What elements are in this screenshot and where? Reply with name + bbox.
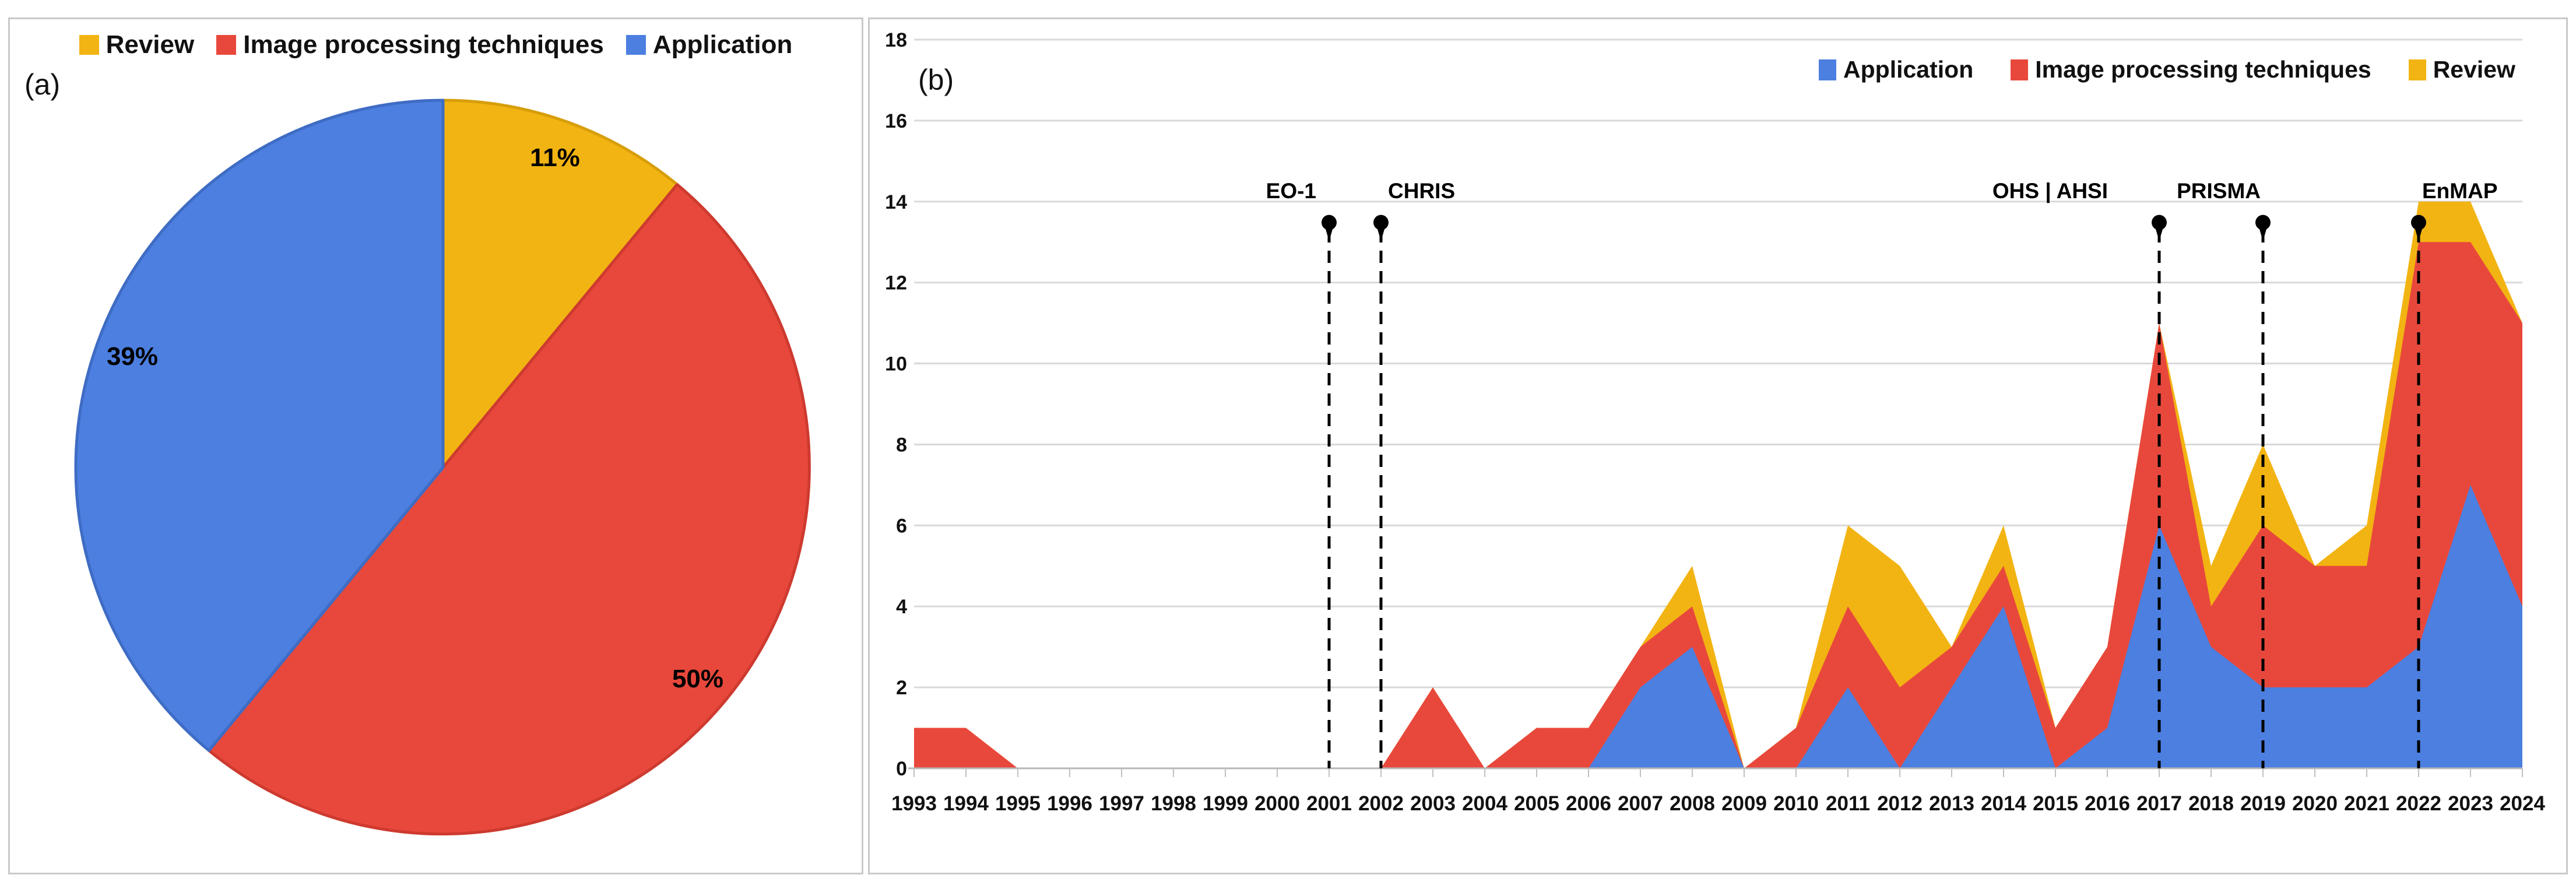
- annotation-pin-icon: [1322, 215, 1337, 230]
- x-axis-year-label: 1997: [1099, 792, 1144, 815]
- x-axis-year-label: 2003: [1410, 792, 1456, 815]
- y-axis-tick-label: 18: [885, 29, 907, 51]
- x-axis-year-label: 2013: [1929, 792, 1974, 815]
- annotation-pin-tail: [1325, 227, 1333, 241]
- x-axis-year-label: 2020: [2292, 792, 2338, 815]
- y-axis-tick-label: 0: [896, 758, 907, 780]
- pie-slice-application: [74, 99, 445, 752]
- legend-label: Image processing techniques: [243, 30, 604, 59]
- annotation-label-eo-1: EO-1: [1266, 179, 1316, 203]
- area-series-image-processing-techniques: [914, 242, 2522, 768]
- x-axis-year-label: 2011: [1826, 792, 1870, 815]
- x-axis-year-label: 1996: [1047, 792, 1092, 815]
- legend-swatch-application: [625, 35, 646, 55]
- x-axis-year-label: 2022: [2396, 792, 2441, 815]
- pie-slice-review: [441, 99, 679, 469]
- x-axis-year-label: 2001: [1306, 792, 1352, 815]
- legend-item-image-processing-techniques: Image processing techniques: [216, 30, 604, 59]
- x-axis-year-label: 1993: [891, 792, 937, 815]
- legend-label: Application: [1843, 56, 1974, 83]
- annotation-pin-tail: [2155, 227, 2163, 241]
- y-axis-tick-label: 10: [885, 353, 907, 375]
- y-axis-tick-label: 16: [885, 110, 907, 132]
- x-axis-year-label: 1998: [1151, 792, 1196, 815]
- annotation-label-prisma: PRISMA: [2177, 179, 2261, 203]
- annotation-pin-icon: [2152, 215, 2167, 230]
- annotation-pin-icon: [2255, 215, 2271, 230]
- x-axis-year-label: 2021: [2344, 792, 2389, 815]
- legend-swatch-image-processing: [2011, 59, 2029, 80]
- x-axis-year-label: 2019: [2240, 792, 2286, 815]
- x-axis-year-label: 2009: [1721, 792, 1767, 815]
- annotation-pin-tail: [2259, 227, 2267, 241]
- y-axis-tick-label: 14: [885, 191, 907, 213]
- annotation-pin-tail: [2415, 227, 2423, 241]
- annotation-label-ohs-ahsi: OHS | AHSI: [1992, 179, 2108, 203]
- annotation-label-chris: CHRIS: [1388, 179, 1455, 203]
- x-axis-year-label: 2012: [1877, 792, 1923, 815]
- x-axis-year-label: 2002: [1358, 792, 1404, 815]
- x-axis-year-label: 1999: [1203, 792, 1248, 815]
- y-axis-tick-label: 8: [896, 434, 907, 456]
- legend-item-review: Review: [79, 30, 195, 59]
- legend-swatch-application: [1819, 59, 1837, 80]
- x-axis-year-label: 2016: [2085, 792, 2130, 815]
- annotation-label-enmap: EnMAP: [2422, 179, 2498, 203]
- x-axis-year-label: 2014: [1981, 792, 2026, 815]
- annotation-pin-tail: [1377, 227, 1385, 241]
- legend-swatch-image-processing: [216, 35, 237, 55]
- legend-label: Application: [652, 30, 793, 59]
- x-axis-year-label: 2024: [2500, 792, 2545, 815]
- legend-swatch-review: [2408, 59, 2426, 80]
- legend-label: Image processing techniques: [2035, 56, 2371, 83]
- x-axis-year-label: 2010: [1773, 792, 1819, 815]
- pie-legend: Review Image processing techniques Applica…: [8, 30, 863, 59]
- x-axis-year-label: 1994: [943, 792, 989, 815]
- x-axis-year-label: 2000: [1254, 792, 1300, 815]
- x-axis-year-label: 2004: [1462, 792, 1507, 815]
- panel-b-tag: (b): [918, 64, 954, 96]
- pie-percentage-label: 39%: [107, 342, 158, 371]
- x-axis-year-label: 2006: [1566, 792, 1611, 815]
- x-axis-year-label: 1995: [995, 792, 1041, 815]
- area-legend: Application Image processing techniques Re…: [1819, 56, 2515, 83]
- legend-swatch-review: [79, 35, 99, 55]
- legend-item-application: Application: [1819, 56, 1973, 83]
- legend-item-application: Application: [625, 30, 793, 59]
- x-axis-year-label: 2017: [2136, 792, 2182, 815]
- y-axis-tick-label: 4: [896, 596, 907, 618]
- pie-slice-image-processing-techniques: [207, 183, 811, 836]
- y-axis-tick-label: 12: [885, 272, 907, 294]
- x-axis-year-label: 2023: [2448, 792, 2493, 815]
- y-axis-tick-label: 2: [896, 677, 907, 699]
- pie-percentage-label: 11%: [530, 143, 580, 172]
- annotation-pin-icon: [2411, 215, 2426, 230]
- x-axis-year-label: 2015: [2033, 792, 2078, 815]
- pie-percentage-label: 50%: [672, 665, 723, 693]
- x-axis-year-label: 2008: [1670, 792, 1715, 815]
- legend-label: Review: [2433, 56, 2515, 83]
- area-series-application: [914, 484, 2522, 768]
- panel-a-tag: (a): [24, 68, 61, 101]
- legend-label: Review: [106, 30, 195, 59]
- x-axis-year-label: 2018: [2188, 792, 2234, 815]
- legend-item-image-processing-techniques: Image processing techniques: [2011, 56, 2371, 83]
- x-axis-year-label: 2005: [1514, 792, 1559, 815]
- x-axis-year-label: 2007: [1618, 792, 1663, 815]
- annotation-pin-icon: [1373, 215, 1389, 230]
- y-axis-tick-label: 6: [896, 515, 907, 537]
- legend-item-review: Review: [2408, 56, 2515, 83]
